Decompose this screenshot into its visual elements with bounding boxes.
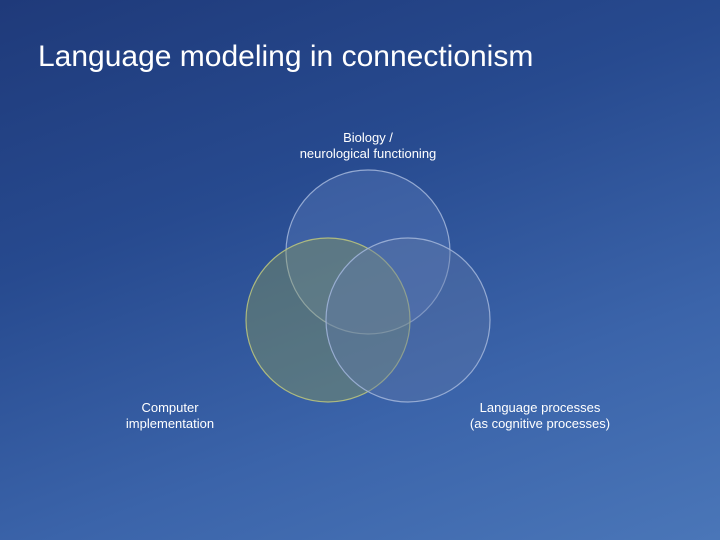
label-right: Language processes (as cognitive process… [180, 400, 720, 433]
label-right-line1: Language processes [480, 400, 601, 415]
label-top: Biology / neurological functioning [8, 130, 720, 163]
slide-title: Language modeling in connectionism [38, 40, 533, 74]
venn-circle-right [326, 238, 490, 402]
venn-diagram [238, 160, 498, 420]
slide: Language modeling in connectionism Biolo… [0, 0, 720, 540]
label-top-line2: neurological functioning [300, 146, 437, 161]
label-right-line2: (as cognitive processes) [470, 416, 610, 431]
label-top-line1: Biology / [343, 130, 393, 145]
